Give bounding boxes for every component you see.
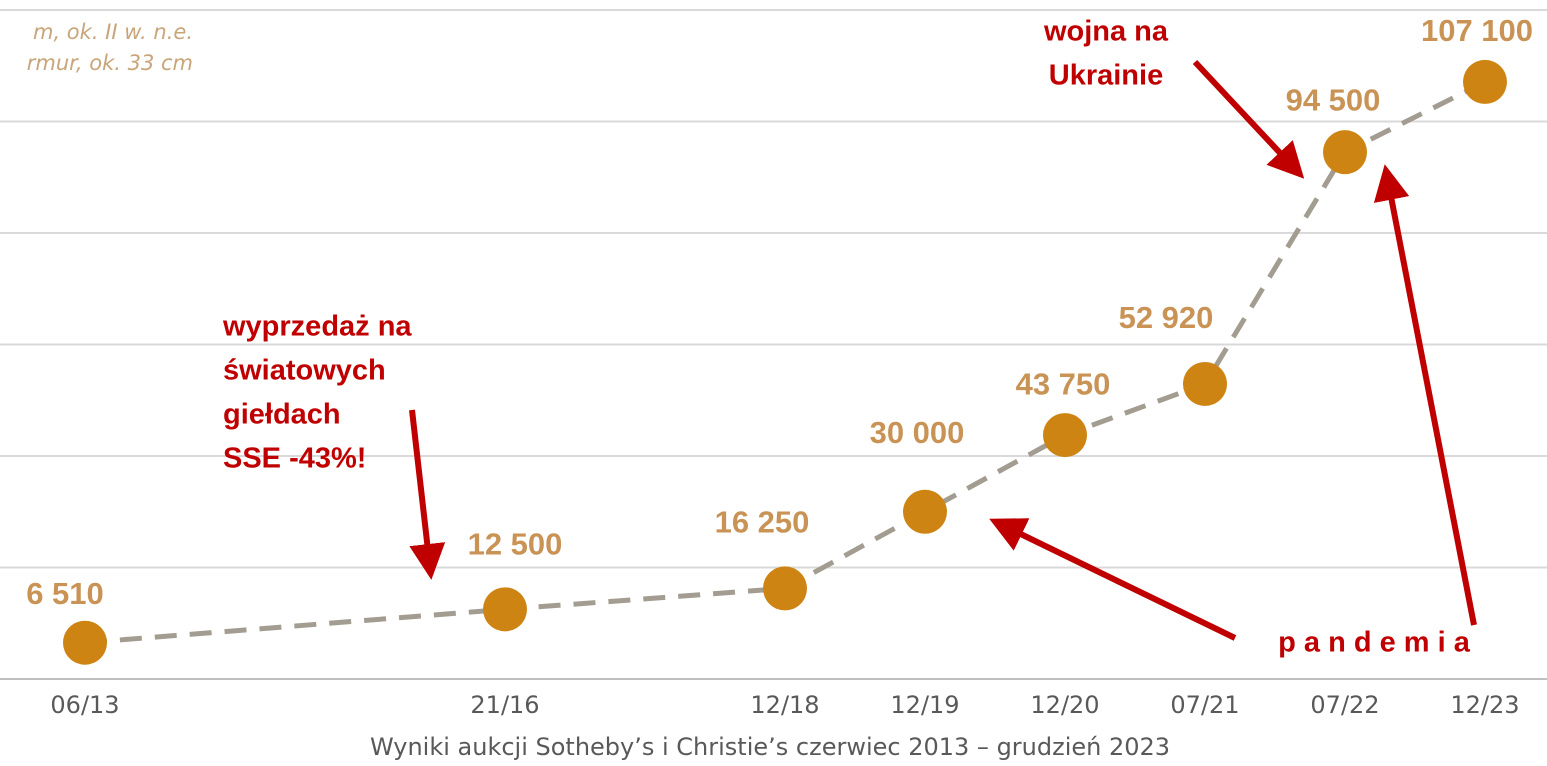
point xyxy=(63,621,107,665)
arrow xyxy=(412,410,430,568)
x-tick-label: 06/13 xyxy=(50,691,119,719)
annotation: SSE -43%! xyxy=(223,443,366,475)
annotation: światowych xyxy=(223,355,386,387)
point xyxy=(1463,60,1507,104)
annotation: giełdach xyxy=(223,399,341,431)
data-label: 30 000 xyxy=(870,415,965,450)
arrow xyxy=(1387,176,1474,625)
annotation: p a n d e m i a xyxy=(1278,627,1471,659)
data-label: 43 750 xyxy=(1016,366,1111,401)
point xyxy=(483,587,527,631)
x-tick-label: 12/23 xyxy=(1450,691,1519,719)
x-tick-label: 12/19 xyxy=(890,691,959,719)
arrows xyxy=(412,62,1474,638)
point xyxy=(1323,130,1367,174)
annotation: wojna na xyxy=(1043,16,1169,48)
data-label: 16 250 xyxy=(715,505,810,540)
chart: 06/13 21/16 12/18 12/19 12/20 07/21 07/22 12/23… xyxy=(0,0,1547,766)
arrow xyxy=(1000,524,1235,638)
point xyxy=(903,490,947,534)
x-tick-label: 07/22 xyxy=(1310,691,1379,719)
data-label: 94 500 xyxy=(1286,82,1381,117)
plot: 06/13 21/16 12/18 12/19 12/20 07/21 07/22 12/23… xyxy=(0,10,1547,761)
x-tick-label: 21/16 xyxy=(470,691,539,719)
x-tick-label: 12/20 xyxy=(1030,691,1099,719)
point xyxy=(1183,362,1227,406)
data-label: 52 920 xyxy=(1119,300,1214,335)
x-axis-title: Wyniki aukcji Sotheby’s i Christie’s cze… xyxy=(370,733,1170,761)
point xyxy=(1043,413,1087,457)
data-label: 107 100 xyxy=(1421,13,1533,48)
x-tick-label: 12/18 xyxy=(750,691,819,719)
data-label: 12 500 xyxy=(468,527,563,562)
arrow xyxy=(1195,62,1296,170)
data-label: 6 510 xyxy=(26,576,104,611)
side-caption: m, ok. II w. n.e. xyxy=(33,20,193,44)
x-tick-label: 07/21 xyxy=(1170,691,1239,719)
side-caption: rmur, ok. 33 cm xyxy=(27,51,193,75)
annotation: Ukrainie xyxy=(1049,60,1163,92)
annotation: wyprzedaż na xyxy=(222,311,412,343)
point xyxy=(763,566,807,610)
